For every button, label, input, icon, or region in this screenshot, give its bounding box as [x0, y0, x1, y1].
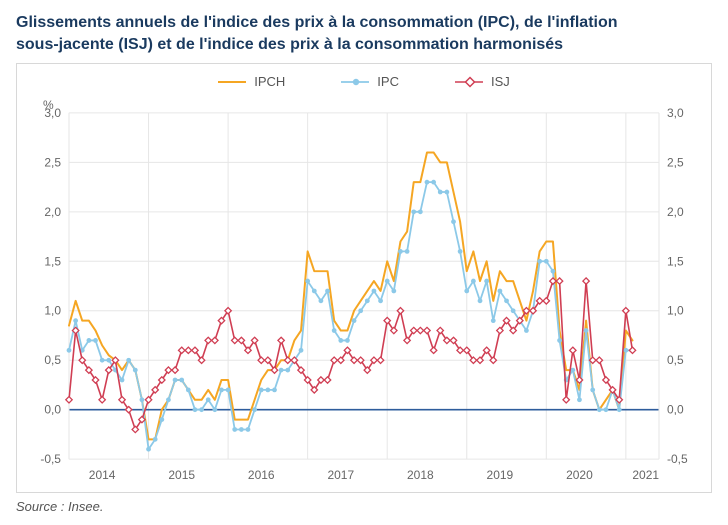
svg-text:2019: 2019 — [487, 468, 514, 482]
chart-title: Glissements annuels de l'indice des prix… — [16, 12, 712, 55]
title-line-1: Glissements annuels de l'indice des prix… — [16, 14, 618, 31]
figure-container: Glissements annuels de l'indice des prix… — [0, 0, 728, 525]
legend-label-isj: ISJ — [491, 74, 510, 89]
legend-item-ipch: IPCH — [218, 74, 285, 89]
chart-svg: -0,5 -0,5 0,0 0,0 0,5 0,5 1,0 1,0 1,5 1,5 2,0 2,0 2,… — [17, 93, 711, 487]
svg-text:-0,5: -0,5 — [667, 452, 688, 466]
svg-text:2021: 2021 — [632, 468, 659, 482]
legend-item-isj: ISJ — [455, 74, 510, 89]
svg-text:2015: 2015 — [168, 468, 195, 482]
legend-swatch-isj — [455, 75, 483, 89]
svg-text:2018: 2018 — [407, 468, 434, 482]
source-label: Source : Insee. — [16, 499, 712, 514]
legend-label-ipc: IPC — [377, 74, 399, 89]
svg-text:1,5: 1,5 — [667, 254, 684, 268]
svg-text:0,5: 0,5 — [667, 353, 684, 367]
svg-text:3,0: 3,0 — [667, 106, 684, 120]
svg-text:-0,5: -0,5 — [40, 452, 61, 466]
svg-text:1,5: 1,5 — [44, 254, 61, 268]
svg-text:%: % — [43, 98, 54, 112]
svg-text:1,0: 1,0 — [44, 304, 61, 318]
title-line-2: sous-jacente (ISJ) et de l'indice des pr… — [16, 36, 563, 53]
legend-swatch-ipch — [218, 75, 246, 89]
svg-text:2,5: 2,5 — [667, 156, 684, 170]
svg-text:2017: 2017 — [327, 468, 354, 482]
svg-text:2014: 2014 — [89, 468, 116, 482]
legend-item-ipc: IPC — [341, 74, 399, 89]
svg-text:2016: 2016 — [248, 468, 275, 482]
svg-text:0,0: 0,0 — [667, 403, 684, 417]
legend: IPCH IPC ISJ — [17, 64, 711, 93]
legend-label-ipch: IPCH — [254, 74, 285, 89]
svg-text:0,0: 0,0 — [44, 403, 61, 417]
svg-text:0,5: 0,5 — [44, 353, 61, 367]
svg-text:1,0: 1,0 — [667, 304, 684, 318]
svg-text:2,5: 2,5 — [44, 156, 61, 170]
svg-text:2020: 2020 — [566, 468, 593, 482]
legend-swatch-ipc — [341, 75, 369, 89]
svg-text:2,0: 2,0 — [44, 205, 61, 219]
svg-text:2,0: 2,0 — [667, 205, 684, 219]
chart-panel: IPCH IPC ISJ -0,5 -0,5 0,0 0,0 0,5 0,5 1,0 1,0 1,5… — [16, 63, 712, 493]
